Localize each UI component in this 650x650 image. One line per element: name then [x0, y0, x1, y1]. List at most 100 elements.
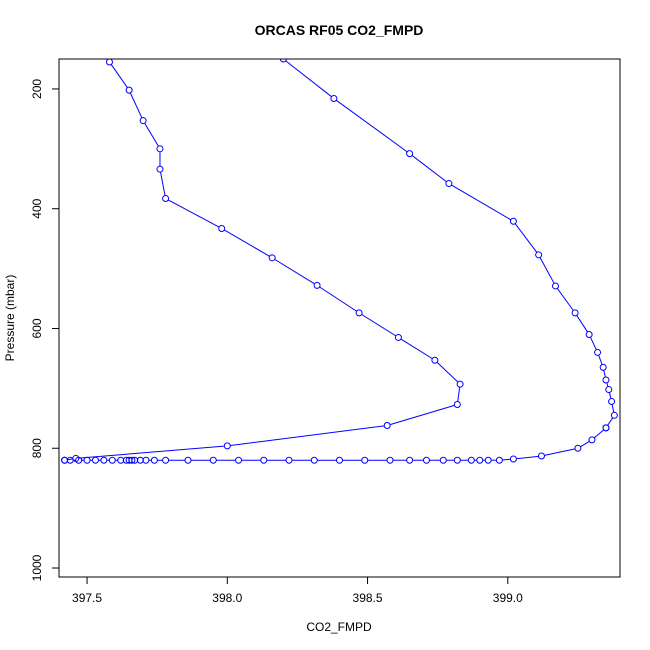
series-line-segment	[451, 184, 512, 221]
data-point	[156, 165, 164, 173]
series-line-segment	[516, 455, 539, 460]
data-point	[105, 59, 113, 66]
series-line-segment	[589, 336, 597, 350]
series-3	[279, 59, 618, 432]
series-line-segment	[400, 338, 433, 360]
data-point	[61, 456, 69, 464]
data-point	[285, 456, 293, 464]
series-1	[61, 424, 610, 464]
data-point	[495, 456, 503, 464]
series-line-segment	[576, 315, 588, 333]
data-point	[394, 333, 402, 341]
y-tick-label: 200	[30, 79, 44, 99]
data-point	[125, 86, 133, 94]
series-line-segment	[67, 458, 73, 461]
series-line-segment	[457, 387, 461, 402]
data-point	[330, 95, 338, 103]
data-point	[406, 456, 414, 464]
data-point	[571, 309, 579, 317]
series-line-segment	[514, 223, 538, 253]
y-tick-label: 1000	[30, 554, 44, 581]
data-point	[594, 348, 602, 356]
data-point	[162, 456, 170, 464]
data-point	[268, 254, 276, 262]
series-line-segment	[361, 314, 397, 337]
series-line-segment	[224, 229, 270, 257]
data-point	[467, 456, 475, 464]
data-point	[453, 456, 461, 464]
data-point	[574, 444, 582, 452]
data-point	[223, 442, 231, 450]
series-line-segment	[129, 92, 143, 119]
series-line-segment	[144, 122, 159, 147]
data-point	[125, 456, 133, 464]
series-line-segment	[603, 370, 606, 378]
series-line-segment	[580, 440, 590, 448]
data-point	[608, 398, 616, 406]
data-point	[509, 455, 517, 463]
series-line-segment	[606, 382, 609, 387]
data-point	[509, 217, 517, 225]
data-point	[422, 456, 430, 464]
data-point	[355, 309, 363, 317]
series-line-segment	[608, 392, 612, 399]
series-line-segment	[411, 155, 447, 183]
data-point	[260, 456, 268, 464]
y-tick-label: 600	[30, 318, 44, 338]
data-point	[184, 456, 192, 464]
data-point	[431, 356, 439, 364]
data-point	[476, 456, 484, 464]
data-series	[61, 59, 618, 464]
data-point	[150, 456, 158, 464]
series-line-segment	[593, 429, 605, 439]
data-point	[313, 281, 321, 289]
x-axis-label: CO2_FMPD	[306, 620, 372, 634]
data-point	[537, 452, 545, 460]
series-line-segment	[78, 445, 225, 459]
series-line-segment	[230, 425, 385, 446]
data-point	[445, 180, 453, 188]
series-line-segment	[598, 355, 603, 365]
series-line-segment	[285, 60, 332, 98]
data-point	[218, 224, 226, 232]
data-point	[310, 456, 318, 464]
y-axis-label: Pressure (mbar)	[3, 275, 17, 362]
series-line-segment	[539, 257, 555, 284]
series-line-segment	[274, 258, 315, 285]
x-axis: 397.5 398.0 398.5 399.0	[72, 577, 523, 605]
data-point	[551, 282, 559, 290]
data-point	[610, 411, 618, 419]
data-point	[406, 150, 414, 158]
data-point	[162, 195, 170, 203]
data-point	[108, 456, 116, 464]
data-point	[100, 456, 108, 464]
data-point	[336, 456, 343, 464]
data-point	[535, 251, 543, 259]
data-point	[209, 456, 217, 464]
series-2	[61, 59, 464, 464]
data-point	[439, 456, 447, 464]
series-line-segment	[544, 448, 576, 456]
y-axis: 200 400 600 800 1000	[30, 79, 59, 581]
data-point	[72, 454, 80, 462]
series-line-segment	[168, 199, 220, 228]
data-point	[484, 456, 492, 464]
data-point	[605, 386, 613, 394]
plot-area-frame	[58, 58, 621, 578]
data-point	[361, 456, 369, 464]
chart-title: ORCAS RF05 CO2_FMPD	[255, 22, 424, 38]
data-point	[156, 145, 164, 153]
data-point	[588, 436, 596, 444]
y-tick-label: 400	[30, 198, 44, 218]
data-point	[599, 363, 607, 371]
data-point	[456, 380, 464, 388]
series-line-segment	[319, 286, 357, 312]
x-tick-label: 399.0	[493, 591, 523, 605]
x-tick-label: 397.5	[72, 591, 102, 605]
data-point	[383, 421, 391, 429]
series-line-segment	[110, 64, 128, 88]
data-point	[279, 59, 287, 63]
y-tick-label: 800	[30, 438, 44, 458]
